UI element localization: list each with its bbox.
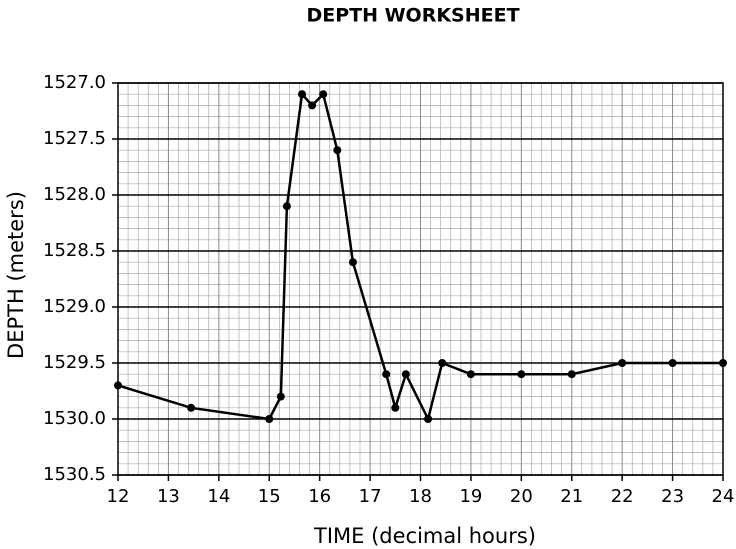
data-point — [187, 403, 196, 412]
data-point — [618, 359, 627, 367]
data-point — [466, 370, 475, 379]
data-point — [333, 146, 342, 155]
data-point — [391, 403, 400, 412]
y-tick-label: 1528.5 — [43, 240, 106, 261]
data-point — [719, 359, 727, 367]
x-tick-label: 22 — [611, 486, 634, 507]
data-point — [668, 359, 677, 367]
x-tick-label: 24 — [712, 486, 735, 507]
y-tick-label: 1530.5 — [43, 464, 106, 485]
data-point — [308, 101, 317, 110]
x-tick-label: 20 — [510, 486, 533, 507]
data-point — [401, 370, 410, 379]
x-tick-label: 19 — [459, 486, 482, 507]
y-tick-label: 1529.0 — [43, 296, 106, 317]
x-tick-label: 21 — [560, 486, 583, 507]
data-point — [298, 90, 307, 99]
data-point — [348, 258, 357, 267]
x-axis-label: TIME (decimal hours) — [313, 524, 536, 548]
plot-frame — [117, 82, 724, 476]
x-tick-label: 14 — [207, 486, 230, 507]
data-point — [438, 359, 447, 367]
y-tick-label: 1527.0 — [43, 72, 106, 93]
y-tick-label: 1528.0 — [43, 184, 106, 205]
x-tick-label: 16 — [308, 486, 331, 507]
y-tick-label: 1530.0 — [43, 408, 106, 429]
chart-title: DEPTH WORKSHEET — [306, 5, 519, 27]
x-tick-label: 13 — [157, 486, 180, 507]
data-point — [114, 381, 122, 390]
data-point — [517, 370, 526, 379]
data-point — [424, 415, 433, 423]
x-tick-label: 23 — [661, 486, 684, 507]
data-point — [382, 370, 391, 379]
data-point — [276, 392, 285, 401]
data-point — [319, 90, 328, 99]
y-tick-label: 1529.5 — [43, 352, 106, 373]
x-tick-label: 17 — [359, 486, 382, 507]
y-axis-label: DEPTH (meters) — [4, 191, 28, 359]
data-point — [567, 370, 576, 379]
x-tick-label: 15 — [258, 486, 281, 507]
data-point — [265, 415, 274, 423]
x-tick-label: 12 — [107, 486, 130, 507]
y-tick-label: 1527.5 — [43, 128, 106, 149]
data-point — [282, 202, 291, 211]
x-tick-label: 18 — [409, 486, 432, 507]
